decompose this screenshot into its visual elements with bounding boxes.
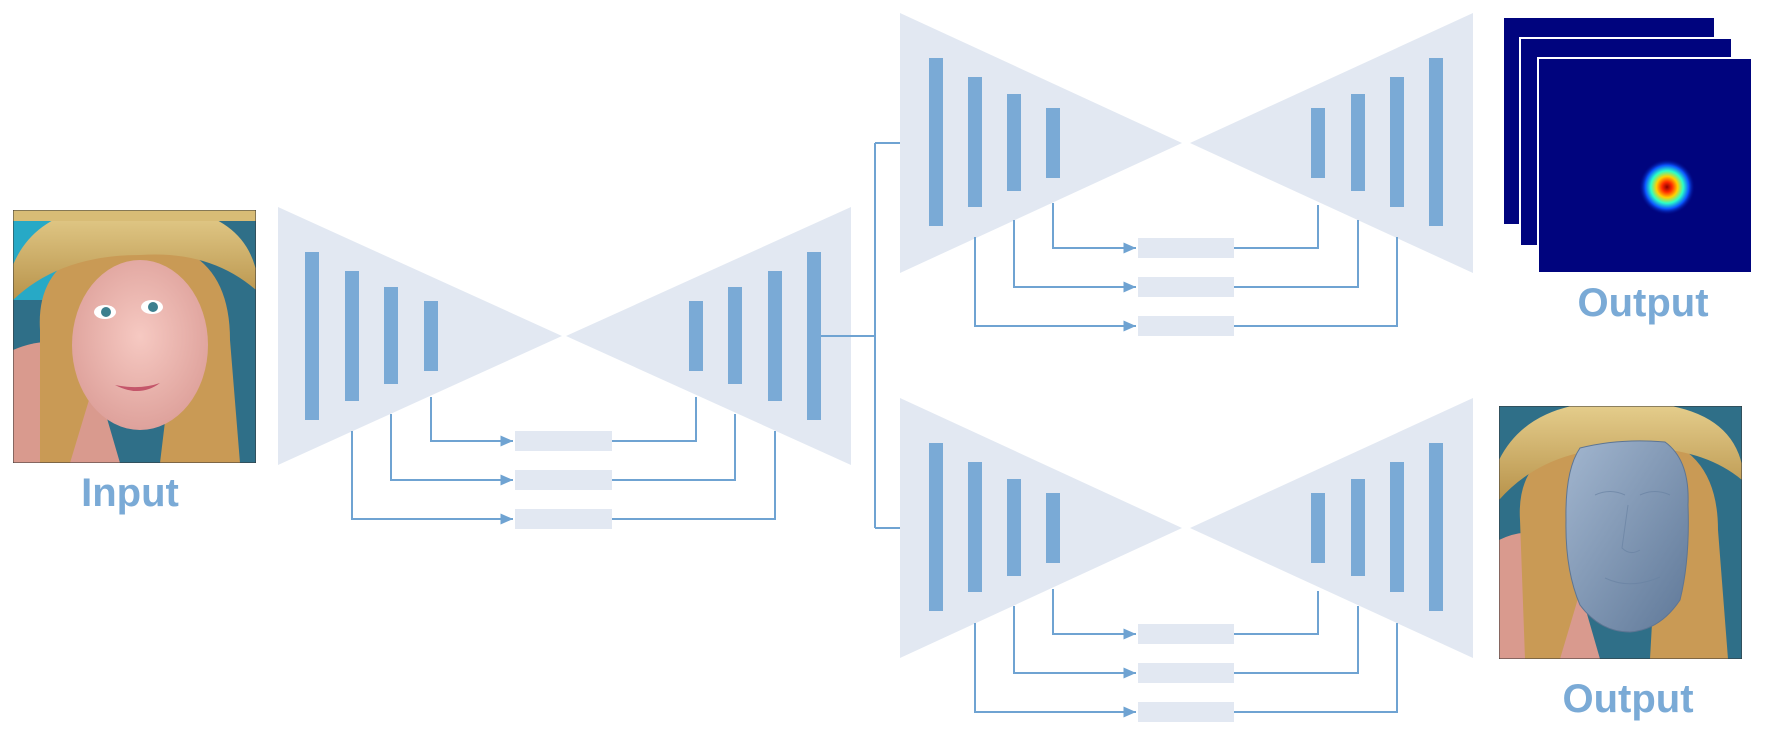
encoder-bar: [968, 77, 982, 207]
3d-face-mesh-icon: [1565, 440, 1689, 633]
encoder-bar: [1046, 108, 1060, 178]
decoder-bar: [1351, 479, 1365, 576]
skip-connection: [1052, 589, 1136, 640]
encoder-bar: [968, 462, 982, 592]
skip-connection: [1234, 591, 1319, 635]
output-label-face: Output: [1562, 677, 1693, 721]
skip-connection: [1013, 606, 1136, 679]
skip-connection: [612, 431, 776, 520]
input-label: Input: [81, 471, 179, 515]
skip-connection: [1234, 606, 1359, 674]
landmark-heatmap-icon: [1639, 159, 1695, 215]
encoder-bar: [1007, 94, 1021, 191]
skip-connection: [612, 414, 736, 481]
encoder-bar: [1046, 493, 1060, 563]
decoder-bar: [1390, 462, 1404, 592]
skip-connection: [974, 623, 1136, 718]
hourglass-1: [278, 207, 851, 529]
decoder-bar: [1390, 77, 1404, 207]
decoder-bar: [1311, 493, 1325, 563]
skip-block: [1138, 663, 1234, 683]
encoder-bar: [424, 301, 438, 371]
face-mesh-output: [1499, 406, 1742, 659]
skip-connection: [390, 414, 513, 486]
skip-block: [515, 431, 612, 451]
hourglass-3-bottom: [900, 398, 1473, 722]
decoder-bar: [1311, 108, 1325, 178]
skip-block: [1138, 702, 1234, 722]
skip-connection: [430, 397, 513, 447]
skip-connection: [1234, 623, 1398, 713]
decoder-bar: [689, 301, 703, 371]
decoder-bar: [1351, 94, 1365, 191]
encoder-bar: [1007, 479, 1021, 576]
encoder-bar: [929, 443, 943, 611]
skip-block: [515, 470, 612, 490]
skip-connection: [974, 237, 1136, 332]
encoder-bar: [305, 252, 319, 420]
skip-block: [515, 509, 612, 529]
skip-block: [1138, 277, 1234, 297]
decoder-bar: [807, 252, 821, 420]
decoder-bar: [728, 287, 742, 384]
skip-connection: [1234, 220, 1359, 288]
encoder-bar: [384, 287, 398, 384]
skip-block: [1138, 624, 1234, 644]
hourglass-2-top: [900, 13, 1473, 336]
skip-connection: [1234, 205, 1319, 249]
heatmap-output: [1502, 16, 1753, 274]
skip-block: [1138, 316, 1234, 336]
input-image: [13, 210, 256, 463]
output-label-heatmap: Output: [1577, 281, 1708, 325]
heatmap-layer: [1537, 57, 1753, 274]
skip-connection: [1013, 220, 1136, 293]
decoder-bar: [1429, 443, 1443, 611]
encoder-bar: [345, 271, 359, 401]
decoder-bar: [768, 271, 782, 401]
encoder-bar: [929, 58, 943, 226]
decoder-bar: [1429, 58, 1443, 226]
skip-block: [1138, 238, 1234, 258]
skip-connection: [1234, 237, 1398, 327]
skip-connection: [351, 431, 513, 525]
skip-connection: [612, 397, 697, 442]
skip-connection: [1052, 203, 1136, 254]
